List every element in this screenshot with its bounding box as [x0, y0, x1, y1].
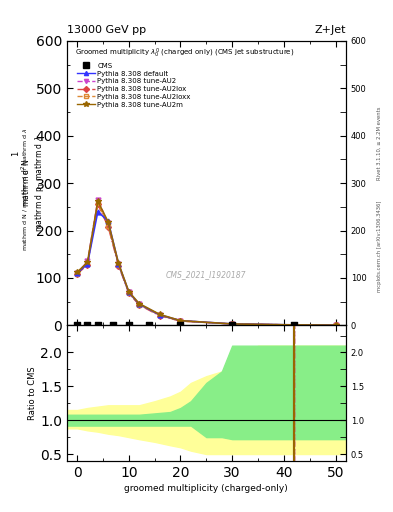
Pythia 8.308 default: [85, 261, 90, 267]
Pythia 8.308 tune-AU2lox: [106, 224, 110, 230]
Pythia 8.308 tune-AU2lox: [75, 271, 79, 277]
Pythia 8.308 tune-AU2lox: [127, 290, 131, 296]
Pythia 8.308 tune-AU2m: [95, 198, 100, 204]
Text: Rivet 3.1.10, ≥ 2.2M events: Rivet 3.1.10, ≥ 2.2M events: [377, 106, 382, 180]
Line: Pythia 8.308 default: Pythia 8.308 default: [75, 209, 338, 328]
Pythia 8.308 default: [116, 261, 121, 267]
Pythia 8.308 tune-AU2: [137, 301, 141, 307]
Pythia 8.308 tune-AU2: [85, 258, 90, 264]
Pythia 8.308 tune-AU2loxx: [85, 261, 90, 267]
Pythia 8.308 default: [333, 322, 338, 328]
Line: Pythia 8.308 tune-AU2loxx: Pythia 8.308 tune-AU2loxx: [75, 201, 338, 327]
Pythia 8.308 tune-AU2m: [137, 301, 141, 307]
Pythia 8.308 default: [127, 289, 131, 295]
X-axis label: groomed multiplicity (charged-only): groomed multiplicity (charged-only): [125, 484, 288, 493]
CMS: [229, 321, 235, 329]
Pythia 8.308 tune-AU2: [127, 289, 131, 295]
Pythia 8.308 tune-AU2m: [230, 321, 235, 327]
Pythia 8.308 tune-AU2lox: [178, 318, 183, 324]
Pythia 8.308 tune-AU2m: [85, 259, 90, 265]
Pythia 8.308 default: [95, 208, 100, 215]
Text: mcplots.cern.ch [arXiv:1306.3436]: mcplots.cern.ch [arXiv:1306.3436]: [377, 200, 382, 291]
Text: 13000 GeV pp: 13000 GeV pp: [67, 25, 146, 35]
Pythia 8.308 tune-AU2loxx: [158, 312, 162, 318]
Legend: CMS, Pythia 8.308 default, Pythia 8.308 tune-AU2, Pythia 8.308 tune-AU2lox, Pyth: CMS, Pythia 8.308 default, Pythia 8.308 …: [76, 61, 192, 109]
Line: Pythia 8.308 tune-AU2: Pythia 8.308 tune-AU2: [75, 197, 338, 328]
Pythia 8.308 tune-AU2m: [292, 322, 297, 328]
Pythia 8.308 tune-AU2loxx: [75, 271, 79, 277]
Pythia 8.308 tune-AU2: [116, 261, 121, 267]
Pythia 8.308 tune-AU2: [106, 220, 110, 226]
CMS: [146, 321, 152, 329]
Pythia 8.308 tune-AU2lox: [116, 263, 121, 269]
CMS: [95, 321, 101, 329]
Pythia 8.308 tune-AU2loxx: [178, 318, 183, 324]
Pythia 8.308 tune-AU2lox: [85, 262, 90, 268]
Pythia 8.308 tune-AU2: [158, 312, 162, 318]
Pythia 8.308 default: [75, 270, 79, 276]
Text: Z+Jet: Z+Jet: [314, 25, 346, 35]
Pythia 8.308 tune-AU2loxx: [292, 322, 297, 328]
Pythia 8.308 tune-AU2loxx: [137, 302, 141, 308]
Pythia 8.308 default: [292, 322, 297, 328]
Pythia 8.308 tune-AU2loxx: [116, 262, 121, 268]
CMS: [126, 321, 132, 329]
Pythia 8.308 tune-AU2lox: [137, 302, 141, 308]
Y-axis label: mathrm d$^2$N
mathrm d p$_\mathrm{T}$ mathrm d $\lambda$: mathrm d$^2$N mathrm d p$_\mathrm{T}$ ma…: [19, 135, 46, 231]
Pythia 8.308 default: [158, 312, 162, 318]
Pythia 8.308 tune-AU2lox: [158, 313, 162, 319]
Pythia 8.308 default: [137, 301, 141, 307]
Pythia 8.308 tune-AU2m: [158, 311, 162, 317]
Pythia 8.308 tune-AU2: [292, 322, 297, 328]
Pythia 8.308 tune-AU2m: [127, 289, 131, 295]
Pythia 8.308 tune-AU2lox: [95, 201, 100, 207]
Pythia 8.308 tune-AU2m: [178, 317, 183, 324]
Pythia 8.308 tune-AU2lox: [230, 321, 235, 327]
CMS: [177, 321, 184, 329]
Text: mathrm d N / mathrm d p$_\mathrm{T}$ mathrm d $\lambda$: mathrm d N / mathrm d p$_\mathrm{T}$ mat…: [21, 127, 30, 251]
Pythia 8.308 default: [230, 321, 235, 327]
Pythia 8.308 tune-AU2m: [333, 322, 338, 328]
CMS: [291, 321, 298, 329]
Text: CMS_2021_I1920187: CMS_2021_I1920187: [166, 270, 246, 279]
Pythia 8.308 tune-AU2loxx: [106, 223, 110, 229]
Text: Groomed multiplicity $\lambda_0^0$ (charged only) (CMS jet substructure): Groomed multiplicity $\lambda_0^0$ (char…: [75, 47, 295, 60]
Pythia 8.308 tune-AU2loxx: [127, 290, 131, 296]
Pythia 8.308 tune-AU2m: [106, 219, 110, 225]
Pythia 8.308 tune-AU2loxx: [95, 200, 100, 206]
Line: Pythia 8.308 tune-AU2m: Pythia 8.308 tune-AU2m: [74, 198, 338, 328]
Pythia 8.308 tune-AU2: [95, 197, 100, 203]
Pythia 8.308 tune-AU2loxx: [333, 322, 338, 328]
Pythia 8.308 tune-AU2lox: [333, 322, 338, 328]
Pythia 8.308 tune-AU2: [178, 317, 183, 324]
Pythia 8.308 default: [178, 317, 183, 324]
Pythia 8.308 tune-AU2m: [75, 269, 79, 275]
CMS: [110, 321, 116, 329]
Pythia 8.308 tune-AU2: [75, 270, 79, 276]
Y-axis label: Ratio to CMS: Ratio to CMS: [28, 366, 37, 420]
Pythia 8.308 default: [106, 218, 110, 224]
Pythia 8.308 tune-AU2: [333, 322, 338, 328]
CMS: [84, 321, 91, 329]
Pythia 8.308 tune-AU2lox: [292, 322, 297, 328]
CMS: [74, 321, 80, 329]
Pythia 8.308 tune-AU2m: [116, 260, 121, 266]
Pythia 8.308 tune-AU2: [230, 321, 235, 327]
Pythia 8.308 tune-AU2loxx: [230, 321, 235, 327]
Text: 1: 1: [11, 151, 20, 156]
Line: Pythia 8.308 tune-AU2lox: Pythia 8.308 tune-AU2lox: [75, 202, 338, 327]
